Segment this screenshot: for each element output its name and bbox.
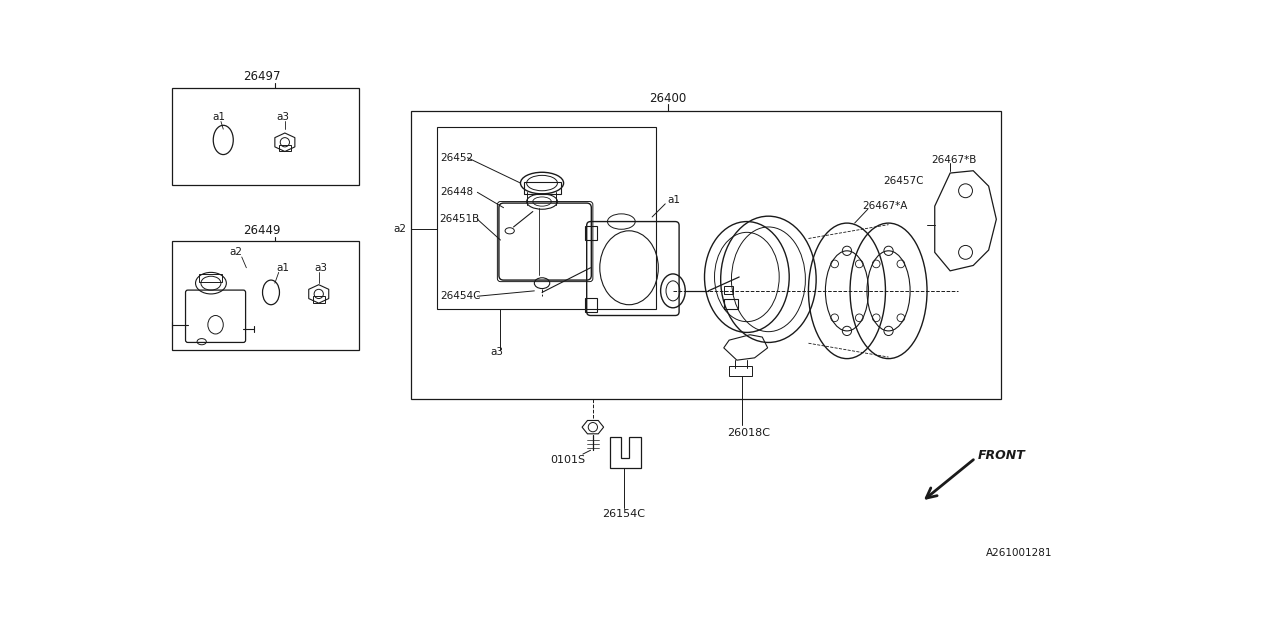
Text: a3: a3: [315, 263, 328, 273]
Bar: [173, 88, 358, 184]
Bar: [436, 127, 657, 309]
Bar: [585, 226, 596, 240]
Bar: [723, 298, 737, 309]
Text: a1: a1: [668, 195, 681, 205]
Text: 26018C: 26018C: [727, 428, 769, 438]
Text: 26448: 26448: [440, 188, 474, 197]
Text: a2: a2: [394, 224, 407, 234]
Text: a2: a2: [230, 247, 243, 257]
Text: FRONT: FRONT: [978, 449, 1025, 462]
Text: 26449: 26449: [243, 224, 280, 237]
Text: a1: a1: [276, 263, 289, 273]
Bar: [312, 296, 325, 303]
Text: a3: a3: [490, 348, 503, 358]
Bar: [723, 286, 733, 294]
Bar: [198, 274, 221, 282]
Bar: [279, 145, 291, 152]
Text: a3: a3: [276, 112, 289, 122]
Text: a1: a1: [212, 112, 225, 122]
Text: 26457C: 26457C: [883, 176, 924, 186]
Text: 26454C: 26454C: [440, 291, 481, 301]
Text: 26497: 26497: [243, 70, 280, 83]
Text: 26154C: 26154C: [602, 509, 645, 519]
Text: 26400: 26400: [649, 92, 686, 105]
Bar: [585, 298, 596, 312]
Text: A261001281: A261001281: [986, 548, 1052, 557]
Text: 26467*A: 26467*A: [863, 201, 908, 211]
Text: 26452: 26452: [440, 153, 474, 163]
Text: 26451B: 26451B: [439, 214, 479, 224]
Bar: [730, 366, 753, 376]
Text: 26467*B: 26467*B: [932, 155, 977, 165]
Bar: [524, 182, 561, 194]
Text: 0101S: 0101S: [550, 455, 585, 465]
Bar: [173, 241, 358, 350]
Bar: [411, 111, 1001, 399]
